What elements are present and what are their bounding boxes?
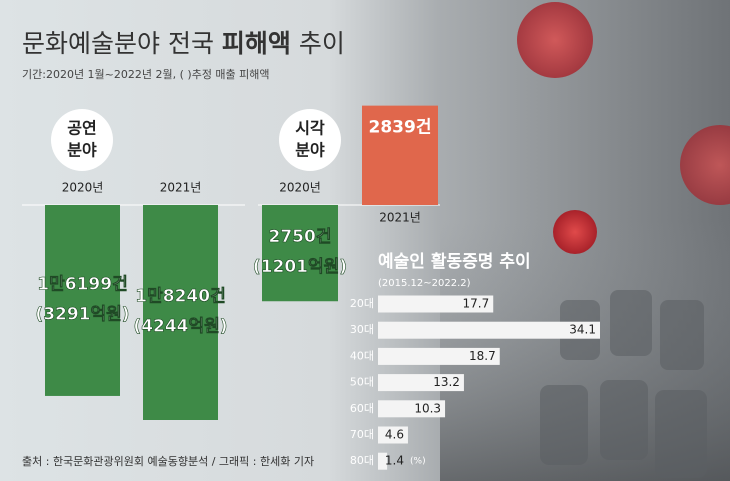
title-suffix: 추이	[299, 29, 345, 58]
value-label: 18.7	[469, 349, 496, 363]
badge-label: 시각	[295, 119, 325, 138]
badge	[51, 109, 113, 171]
value-label: 2750건	[269, 227, 332, 247]
hbar-title: 예술인 활동증명 추이	[378, 251, 531, 272]
badge	[279, 109, 341, 171]
bar	[362, 105, 438, 205]
value-label: 13.2	[433, 375, 460, 389]
virus-decor	[553, 210, 597, 254]
category-label: 40대	[350, 349, 374, 362]
hbar-subtitle: (2015.12~2022.2)	[378, 278, 471, 289]
category-label: 80대	[350, 454, 374, 467]
badge-label: 분야	[67, 141, 97, 160]
revenue-label: (1201억원)	[253, 257, 347, 277]
bar	[378, 321, 600, 339]
source: 출처 : 한국문화관광위원회 예술동향분석 / 그래픽 : 한세화 기자	[22, 455, 314, 468]
bar	[378, 452, 388, 470]
unit-label: (%)	[410, 457, 426, 467]
value-label: 1만6199건	[37, 274, 127, 294]
value-label: 34.1	[569, 323, 596, 337]
bar	[378, 400, 446, 418]
virus-decor	[517, 2, 593, 78]
value-label: 2839건	[369, 118, 432, 138]
badge-label: 분야	[295, 141, 325, 160]
value-label: 1만8240건	[135, 287, 225, 307]
seats	[540, 290, 707, 478]
subtitle: 기간:2020년 1월~2022년 2월, ( )추정 매출 피해액	[22, 67, 270, 81]
value-label: 17.7	[463, 297, 490, 311]
category-label: 50대	[350, 376, 374, 389]
category-label: 2020년	[279, 181, 321, 195]
revenue-label: (4244억원)	[133, 317, 227, 337]
category-label: 60대	[350, 402, 374, 415]
title: 문화예술분야 전국 피해액 추이	[22, 29, 345, 58]
category-label: 2021년	[379, 211, 421, 225]
category-label: 2020년	[62, 181, 104, 195]
bar	[378, 374, 464, 392]
bar	[378, 426, 408, 444]
bar	[45, 205, 120, 396]
bar	[143, 205, 218, 420]
title-prefix: 문화예술분야 전국	[22, 29, 214, 58]
category-label: 30대	[350, 323, 374, 336]
virus-decor	[680, 125, 730, 205]
category-label: 2021년	[160, 181, 202, 195]
bar	[262, 205, 338, 302]
revenue-label: (3291억원)	[35, 304, 129, 324]
badge-label: 공연	[67, 119, 96, 138]
category-label: 70대	[350, 428, 374, 441]
bar	[378, 347, 500, 365]
bar	[378, 295, 494, 313]
value-label: 10.3	[414, 401, 441, 415]
value-label: 4.6	[385, 428, 404, 442]
category-label: 20대	[350, 297, 374, 310]
title-emphasis: 피해액	[222, 29, 291, 58]
value-label: 1.4	[385, 454, 404, 468]
